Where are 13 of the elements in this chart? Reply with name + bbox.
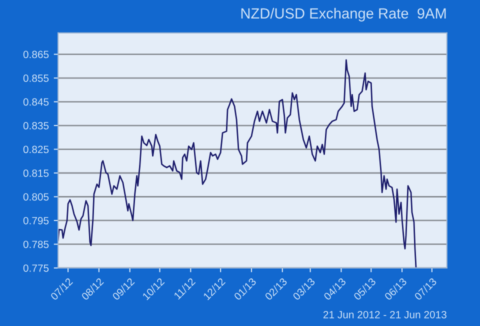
y-tick-label: 0.835 [23, 122, 49, 130]
y-tick-label: 0.785 [23, 240, 49, 248]
y-tick-label: 0.795 [23, 216, 49, 224]
y-tick-label: 0.825 [23, 146, 49, 154]
text: 21 Jun 2012 - 21 Jun 2013 [323, 310, 446, 318]
y-tick-label: 0.865 [23, 50, 49, 58]
y-tick-label: 0.815 [23, 170, 49, 177]
y-tick-label: 0.805 [23, 193, 49, 201]
line-series [58, 59, 417, 268]
y-tick-label: 0.855 [23, 74, 49, 82]
y-tick-label: 0.775 [23, 264, 49, 272]
chart-title: NZD/USD Exchange Rate 9AM [241, 8, 446, 22]
y-tick-label: 0.845 [23, 98, 49, 106]
